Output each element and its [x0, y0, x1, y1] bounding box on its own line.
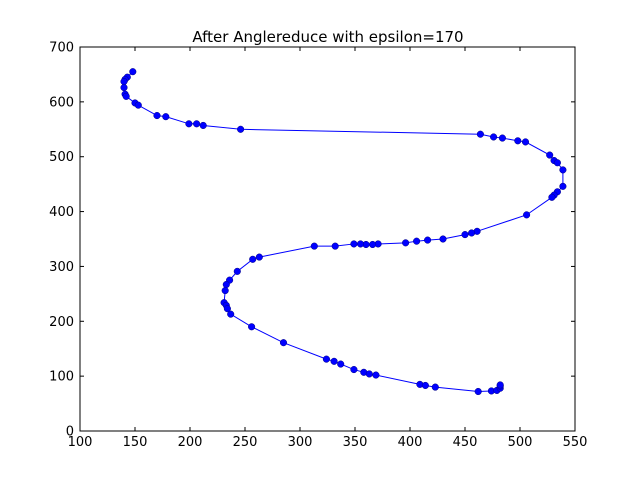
data-point [421, 381, 429, 390]
x-tick-label: 300 [288, 435, 313, 450]
data-point [185, 120, 193, 128]
y-tick-label: 700 [49, 41, 74, 56]
x-tick-label: 200 [178, 435, 203, 450]
data-point [461, 231, 469, 239]
data-point [322, 355, 330, 363]
y-tick-label: 300 [49, 260, 74, 275]
plot-area [80, 47, 575, 431]
data-point [153, 112, 161, 120]
ticks-layer: 100 150 200 250 300 350 400 450 500 5500100200300… [49, 41, 587, 451]
data-point [402, 239, 410, 247]
data-point [490, 133, 498, 141]
data-point [222, 280, 230, 289]
x-tick-label: 400 [398, 435, 423, 450]
data-point [548, 193, 556, 201]
data-point [496, 381, 504, 389]
data-point [129, 68, 137, 76]
plot-frame [79, 46, 576, 432]
data-point [199, 121, 207, 129]
x-tick-label: 450 [453, 435, 478, 450]
data-point [521, 138, 530, 146]
data-point [237, 125, 245, 133]
data-point [369, 240, 377, 249]
data-point [331, 242, 339, 250]
x-tick-label: 100 [68, 435, 93, 450]
data-point [120, 78, 128, 86]
data-point [431, 383, 439, 391]
series-layer [120, 68, 567, 396]
data-point [468, 229, 476, 237]
data-point [559, 182, 567, 190]
data-point [221, 287, 229, 295]
y-tick-label: 200 [49, 315, 74, 330]
data-point [134, 101, 142, 109]
data-point [233, 267, 241, 275]
y-tick-label: 500 [49, 150, 74, 165]
data-point [162, 113, 170, 121]
data-point [279, 339, 288, 347]
data-point [255, 253, 263, 261]
data-point [372, 371, 380, 379]
x-tick-label: 150 [123, 435, 148, 450]
data-point [227, 310, 235, 318]
y-tick-label: 400 [49, 205, 74, 220]
data-point [193, 120, 201, 128]
chart-title: After Anglereduce with epsilon=170 [192, 28, 463, 46]
y-tick-label: 100 [49, 370, 74, 385]
data-point [559, 166, 567, 174]
data-point [498, 134, 506, 142]
data-point [350, 366, 358, 374]
data-point [439, 235, 447, 243]
x-tick-label: 250 [233, 435, 258, 450]
data-point [413, 237, 421, 245]
data-point [120, 84, 128, 92]
data-point [553, 159, 561, 167]
data-point [248, 323, 256, 331]
data-point [514, 137, 522, 145]
data-point [424, 236, 432, 244]
data-point [523, 211, 531, 219]
data-point [122, 92, 130, 100]
x-tick-label: 500 [508, 435, 533, 450]
data-point [356, 240, 365, 248]
data-point [310, 242, 318, 250]
y-tick-label: 0 [66, 425, 74, 440]
x-tick-label: 550 [563, 435, 588, 450]
data-point [337, 360, 345, 368]
data-point [546, 151, 554, 159]
data-point [476, 130, 484, 138]
data-point [223, 305, 231, 313]
data-point [330, 357, 338, 365]
x-tick-label: 350 [343, 435, 368, 450]
data-point [350, 240, 358, 248]
data-point [365, 370, 373, 378]
y-tick-label: 600 [49, 95, 74, 110]
data-point [249, 255, 257, 263]
data-point [474, 387, 482, 396]
